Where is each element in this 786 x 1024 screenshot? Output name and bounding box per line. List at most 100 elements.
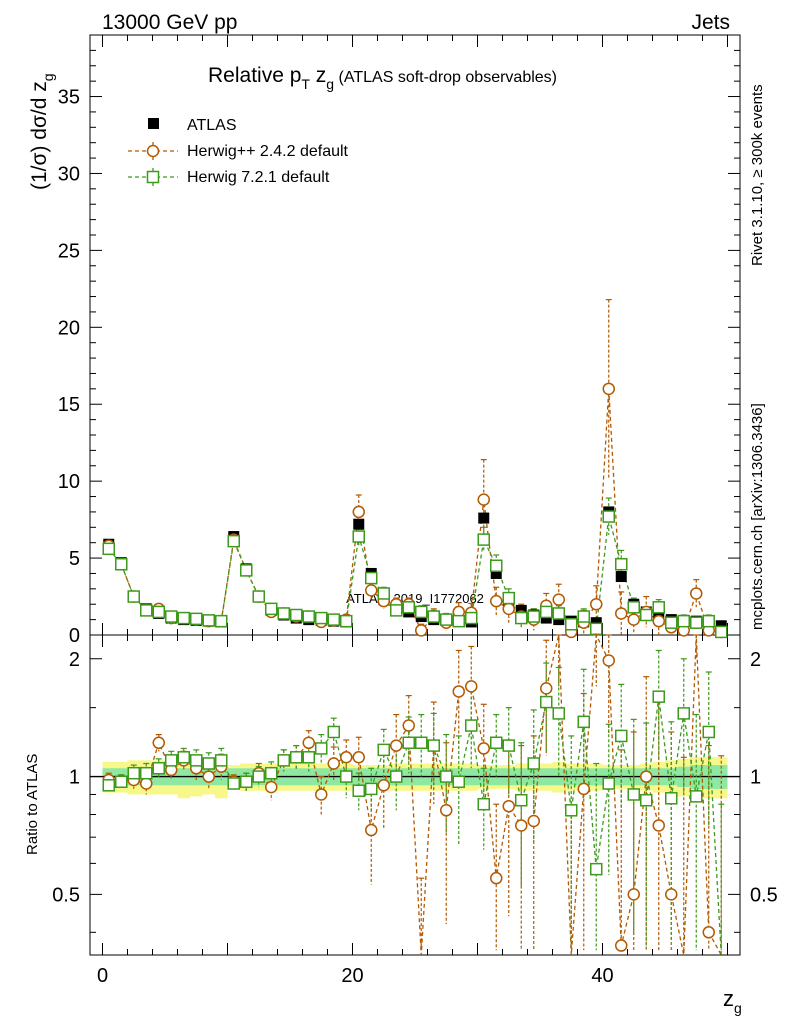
ratio-point-2	[602, 777, 615, 790]
mc-point-2	[215, 614, 228, 628]
ratio-point-2	[677, 707, 690, 720]
ratio-point-2	[240, 775, 253, 788]
mc-point-2	[502, 591, 515, 605]
ratio-point-2	[577, 715, 590, 729]
legend-herwigpp-label: Herwig++ 2.4.2 default	[187, 143, 349, 160]
mc-point-2	[290, 608, 303, 622]
ratio-point-1	[602, 654, 615, 667]
ratio-point-1	[665, 888, 678, 901]
mc-point-2	[565, 617, 578, 631]
ratio-point-2	[452, 775, 465, 788]
mc-point-1	[415, 624, 428, 637]
ratio-point-2	[340, 770, 353, 783]
y-tick-label: 30	[58, 163, 80, 185]
ratio-point-1	[652, 819, 665, 832]
mc-point-2	[152, 605, 165, 619]
ratio-point-2	[427, 739, 440, 752]
ratio-tick-label: 1	[69, 767, 80, 789]
ratio-point-1	[265, 780, 278, 794]
ratio-tick-label: 2	[69, 649, 80, 671]
mc-point-2	[540, 605, 553, 619]
ratio-point-2	[702, 725, 715, 739]
ratio-point-1	[390, 739, 403, 752]
ratio-point-2	[627, 788, 640, 801]
ratio-point-2	[465, 719, 478, 732]
ratio-point-2	[252, 770, 265, 783]
ratio-point-2	[265, 766, 278, 780]
legend-herwig7-label: Herwig 7.2.1 default	[187, 169, 330, 186]
mc-point-2	[527, 610, 540, 623]
ratio-point-2	[502, 739, 515, 752]
ratio-point-1	[627, 888, 640, 901]
mc-point-2	[615, 557, 628, 571]
mc-point-2	[677, 614, 690, 628]
ratio-point-2	[540, 695, 553, 709]
ratio-point-2	[365, 782, 378, 796]
y-tick-label: 25	[58, 240, 80, 262]
header-energy: 13000 GeV pp	[102, 11, 237, 34]
mc-point-1	[490, 594, 503, 608]
mc-point-2	[240, 564, 253, 577]
ratio-point-2	[565, 804, 578, 817]
ratio-point-2	[315, 742, 328, 755]
ratio-point-2	[327, 725, 340, 739]
mc-point-2	[352, 530, 365, 543]
mc-point-2	[115, 557, 128, 571]
atlas-point	[490, 567, 502, 579]
ratio-point-1	[365, 823, 378, 837]
atlas-point	[615, 571, 627, 583]
legend-herwigpp-marker	[146, 144, 160, 158]
main-panel-data	[102, 299, 728, 639]
mc-point-2	[552, 607, 565, 620]
mc-point-2	[602, 510, 615, 523]
ratio-point-1	[502, 799, 515, 813]
ratio-tick-label: 0.5	[750, 884, 778, 906]
ratio-point-1	[490, 871, 503, 885]
mc-point-2	[477, 533, 490, 546]
mc-point-1	[627, 613, 640, 626]
ratio-point-2	[652, 690, 665, 703]
ratio-point-2	[140, 766, 153, 780]
mc-point-1	[615, 607, 628, 620]
ratio-point-2	[415, 736, 428, 750]
legend: ATLAS Herwig++ 2.4.2 default Herwig 7.2.…	[128, 117, 349, 186]
ratio-point-1	[577, 782, 590, 796]
y-tick-label: 5	[69, 548, 80, 570]
mc-point-2	[452, 614, 465, 628]
ratio-line-1	[108, 632, 722, 956]
ratio-point-1	[402, 719, 415, 732]
mc-point-1	[590, 597, 603, 611]
x-tick-label: 40	[591, 965, 613, 987]
ratio-point-2	[640, 793, 653, 807]
ratio-point-2	[165, 754, 178, 767]
header-jets: Jets	[691, 11, 730, 34]
ratio-point-2	[402, 736, 415, 750]
mc-point-2	[365, 571, 378, 585]
mc-point-2	[627, 601, 640, 614]
ratio-point-1	[352, 751, 365, 764]
ratio-point-2	[477, 797, 490, 811]
ratio-point-2	[227, 777, 240, 790]
mc-point-2	[402, 601, 415, 614]
ratio-point-2	[490, 736, 503, 750]
mc-point-2	[190, 612, 203, 626]
mc-point-1	[352, 505, 365, 519]
axis-tick-labels: 0 20 40 0 5 10 15 20 25 30 35 0.5 0.5 1 1 2 2	[52, 87, 778, 987]
legend-atlas-label: ATLAS	[187, 117, 237, 134]
ratio-point-1	[452, 685, 465, 698]
ratio-point-2	[202, 757, 215, 770]
ratio-point-2	[527, 757, 540, 770]
mc-point-2	[102, 542, 115, 556]
y-tick-label: 35	[58, 87, 80, 109]
ratio-point-1	[540, 682, 553, 695]
atlas-point	[353, 518, 365, 530]
ratio-point-2	[690, 790, 703, 803]
ratio-point-1	[327, 757, 340, 770]
axis-ticks	[90, 35, 740, 955]
ratio-point-2	[615, 729, 628, 743]
ratio-point-1	[302, 736, 315, 750]
ratio-point-1	[640, 770, 653, 783]
ratio-point-1	[527, 814, 540, 828]
ratio-point-1	[315, 788, 328, 801]
